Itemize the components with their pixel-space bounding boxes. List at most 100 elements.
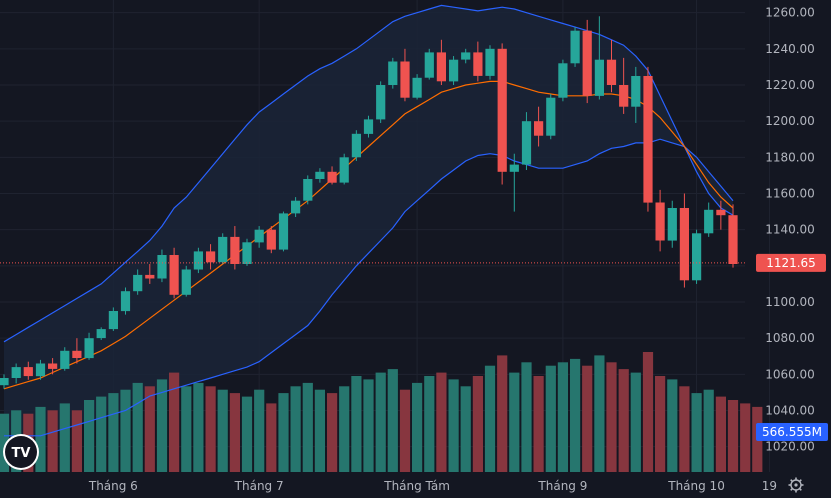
- candle-body: [327, 171, 337, 183]
- candle[interactable]: [643, 66, 653, 212]
- candle[interactable]: [157, 249, 167, 283]
- y-tick-label: 1060.00: [765, 367, 815, 381]
- candle[interactable]: [412, 74, 422, 100]
- candle-body: [704, 209, 714, 234]
- volume-bar: [655, 376, 666, 472]
- candle-body: [351, 133, 361, 158]
- x-tick-label[interactable]: Tháng Tám: [383, 479, 450, 493]
- candle[interactable]: [449, 56, 459, 85]
- candle[interactable]: [84, 332, 94, 360]
- candle[interactable]: [606, 39, 617, 93]
- candle[interactable]: [728, 204, 738, 268]
- candle[interactable]: [679, 193, 689, 288]
- candle[interactable]: [424, 48, 434, 80]
- candle[interactable]: [351, 130, 361, 161]
- candle[interactable]: [60, 347, 70, 371]
- candle[interactable]: [206, 244, 216, 270]
- candle[interactable]: [169, 247, 179, 299]
- candle[interactable]: [521, 112, 532, 170]
- candle[interactable]: [218, 233, 228, 265]
- candle[interactable]: [388, 57, 398, 89]
- candle[interactable]: [23, 361, 33, 380]
- candle[interactable]: [145, 264, 155, 284]
- candles[interactable]: [0, 16, 738, 389]
- gear-icon[interactable]: [788, 477, 804, 493]
- candle[interactable]: [315, 168, 325, 183]
- candle[interactable]: [35, 359, 46, 380]
- volume-bar: [618, 369, 629, 472]
- candle[interactable]: [509, 153, 519, 212]
- candle[interactable]: [461, 48, 471, 64]
- candle-body: [242, 242, 252, 264]
- candle[interactable]: [485, 45, 495, 80]
- candle[interactable]: [327, 166, 337, 185]
- candle[interactable]: [254, 226, 264, 248]
- candle[interactable]: [48, 358, 58, 375]
- x-tick-label[interactable]: 19: [762, 479, 777, 493]
- candle[interactable]: [594, 16, 604, 100]
- candle[interactable]: [0, 374, 9, 389]
- candle[interactable]: [11, 363, 21, 384]
- candle[interactable]: [619, 57, 629, 114]
- candle[interactable]: [558, 59, 568, 102]
- candle[interactable]: [534, 106, 544, 147]
- candle[interactable]: [108, 307, 118, 331]
- last-volume-label: 566.555M: [762, 425, 822, 439]
- x-tick-label[interactable]: Tháng 9: [537, 479, 587, 493]
- candle[interactable]: [667, 200, 677, 248]
- candle-body: [619, 85, 629, 107]
- candle-body: [218, 236, 228, 263]
- candle[interactable]: [655, 189, 665, 252]
- y-tick-label: 1260.00: [765, 6, 815, 20]
- candle[interactable]: [631, 66, 641, 123]
- candle[interactable]: [133, 269, 143, 295]
- volume-bar: [606, 362, 617, 472]
- candle[interactable]: [497, 43, 507, 185]
- candle[interactable]: [291, 197, 301, 218]
- candle[interactable]: [266, 226, 276, 254]
- candle[interactable]: [582, 19, 592, 104]
- candle[interactable]: [339, 153, 349, 185]
- candle[interactable]: [546, 94, 556, 140]
- candle[interactable]: [278, 211, 289, 252]
- candle[interactable]: [96, 327, 106, 340]
- candle-body: [606, 59, 617, 85]
- candle-body: [193, 251, 203, 270]
- candle[interactable]: [193, 247, 203, 274]
- candle[interactable]: [363, 115, 374, 138]
- volume-bar: [314, 389, 325, 472]
- volume-bar: [570, 358, 581, 472]
- candle[interactable]: [692, 229, 702, 284]
- candle-body: [60, 350, 70, 369]
- volume-bar: [424, 376, 435, 472]
- candle[interactable]: [181, 265, 191, 297]
- volume-bar: [229, 393, 240, 472]
- candle[interactable]: [376, 81, 386, 123]
- candle[interactable]: [436, 39, 446, 85]
- x-tick-label[interactable]: Tháng 7: [234, 479, 284, 493]
- candle[interactable]: [120, 287, 131, 315]
- candle-body: [291, 200, 301, 214]
- candle[interactable]: [72, 338, 82, 364]
- volume-bar: [193, 382, 204, 472]
- candle-body: [655, 202, 665, 241]
- candle[interactable]: [570, 27, 580, 67]
- x-tick-label[interactable]: Tháng 10: [667, 479, 725, 493]
- candle[interactable]: [230, 226, 240, 270]
- candle[interactable]: [400, 48, 410, 102]
- volume-bar: [387, 369, 398, 472]
- time-axis[interactable]: Tháng 6 Tháng 7 Tháng Tám Tháng 9 Tháng 10 19: [88, 479, 777, 493]
- candle-body: [120, 291, 131, 312]
- candle[interactable]: [473, 41, 483, 82]
- candle[interactable]: [303, 175, 313, 205]
- volume-bar: [557, 362, 568, 472]
- last-price-label: 1121.65: [766, 256, 816, 270]
- x-tick-label[interactable]: Tháng 6: [88, 479, 138, 493]
- candle-body: [558, 63, 568, 98]
- candle[interactable]: [704, 202, 714, 237]
- tradingview-logo[interactable]: TV: [3, 434, 39, 470]
- candle[interactable]: [242, 238, 252, 266]
- candle[interactable]: [716, 200, 726, 230]
- volume-bar: [71, 410, 82, 472]
